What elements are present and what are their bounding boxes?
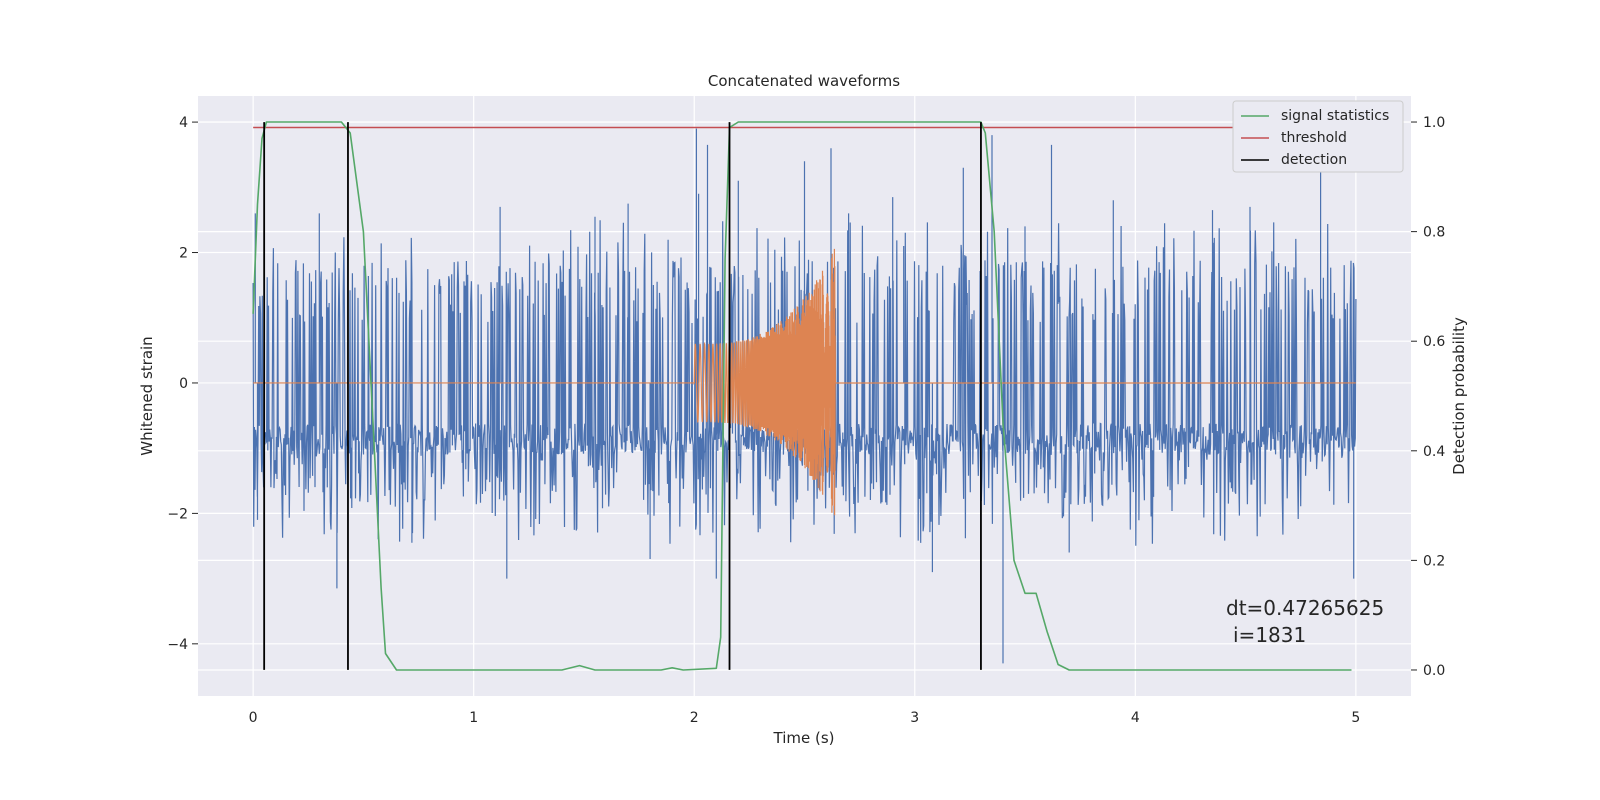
legend-label-threshold: threshold [1281,130,1347,146]
y-tick-label: 4 [179,115,188,131]
x-tick-label: 3 [910,710,919,726]
y2-axis-label: Detection probability [1450,317,1468,475]
x-tick-label: 2 [690,710,699,726]
annotation-dt: dt=0.47265625 [1226,596,1384,620]
legend: signal statistics threshold detection [1232,100,1404,173]
x-tick-label: 5 [1351,710,1360,726]
y-tick-label: −2 [167,506,188,522]
y-tick-label: −4 [167,637,188,653]
tick-labels: 0 1 2 3 4 5 −4 −2 0 2 4 0.0 0.2 0.4 0.6 0.8 1.0 [167,115,1445,726]
y2-tick-label: 0.6 [1423,334,1445,350]
series-injected-waveform [253,248,1356,516]
y2-tick-label: 1.0 [1423,115,1445,131]
x-tick-label: 0 [249,710,258,726]
plot-area [252,121,1357,671]
legend-label-detection: detection [1281,152,1347,168]
legend-box [1232,100,1404,173]
y-tick-label: 2 [179,246,188,262]
x-axis-label: Time (s) [773,729,835,747]
y-axis-label: Whitened strain [138,336,156,455]
annotation-i: i=1831 [1233,623,1306,647]
chart-title: Concatenated waveforms [708,72,900,90]
x-tick-label: 4 [1131,710,1140,726]
y-tick-label: 0 [179,376,188,392]
y2-tick-label: 0.8 [1423,225,1445,241]
y2-tick-label: 0.2 [1423,553,1445,569]
x-tick-label: 1 [469,710,478,726]
legend-label-signal-statistics: signal statistics [1281,108,1389,124]
y2-tick-label: 0.0 [1423,663,1445,679]
y2-tick-label: 0.4 [1423,444,1445,460]
